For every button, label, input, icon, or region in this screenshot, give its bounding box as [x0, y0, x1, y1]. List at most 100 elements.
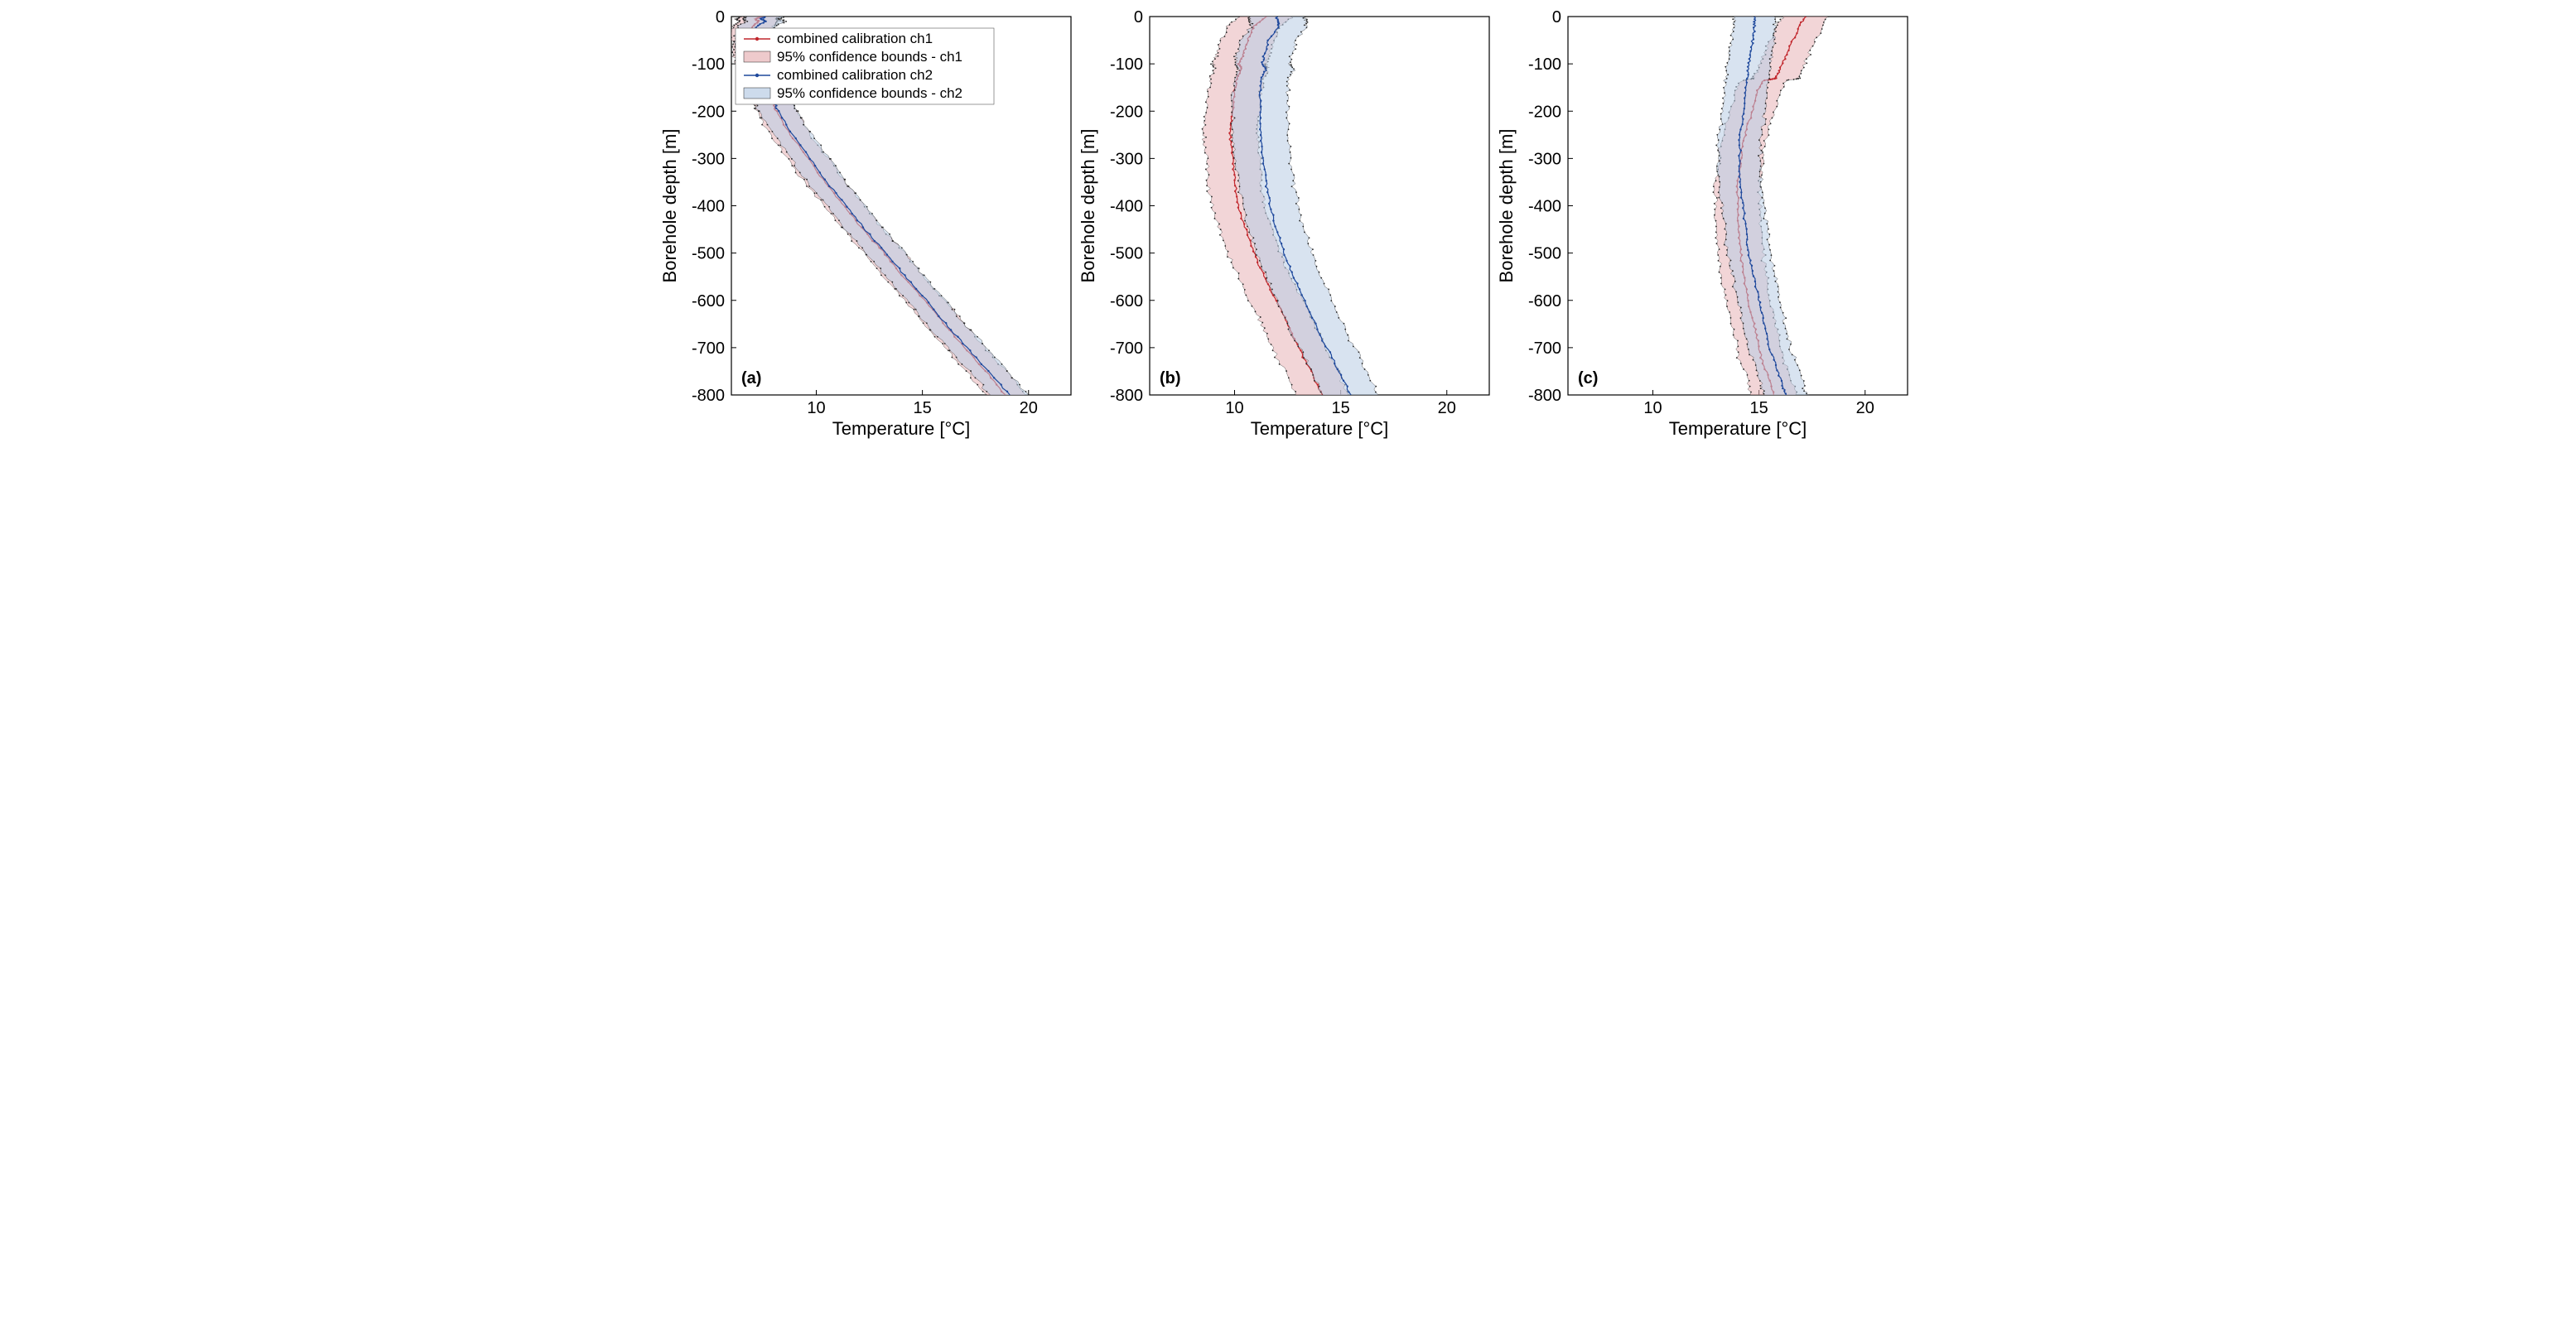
center-marker: [1774, 364, 1776, 366]
band-edge-marker: [1206, 190, 1208, 192]
band-edge-marker: [1305, 20, 1307, 22]
center-marker: [1275, 17, 1276, 19]
band-edge-marker: [1803, 390, 1805, 392]
band-edge-marker: [736, 19, 737, 21]
band-edge-marker: [1312, 254, 1314, 256]
band-edge-marker: [761, 124, 763, 126]
band-edge-marker: [1233, 81, 1235, 83]
band-edge-marker: [1212, 65, 1213, 66]
center-marker: [789, 131, 790, 132]
center-marker: [1776, 369, 1778, 371]
ytick-label: 0: [715, 8, 724, 26]
band-edge-marker: [1204, 124, 1206, 126]
band-edge-marker: [1312, 374, 1314, 376]
band-edge-marker: [1735, 357, 1737, 359]
band-edge-marker: [880, 274, 882, 276]
band-edge-marker: [1319, 392, 1321, 393]
band-edge-marker: [1713, 203, 1715, 205]
band-edge-marker: [1773, 112, 1774, 113]
center-marker: [1790, 41, 1792, 42]
ytick-label: -200: [1527, 103, 1561, 121]
band-edge-marker: [1312, 248, 1314, 250]
band-edge-marker: [1716, 166, 1718, 167]
band-edge-marker: [740, 23, 741, 25]
band-edge-marker: [894, 288, 895, 290]
band-edge-marker: [982, 343, 983, 344]
band-edge-marker: [1777, 22, 1778, 23]
center-marker: [1266, 191, 1268, 193]
band-edge-marker: [1290, 384, 1292, 386]
band-edge-marker: [1218, 224, 1220, 225]
band-edge-marker: [842, 227, 843, 229]
band-edge-marker: [1285, 112, 1286, 113]
band-edge-marker: [828, 206, 830, 208]
center-marker: [1778, 374, 1779, 376]
band-edge-marker: [778, 18, 779, 20]
panel-c: 1015200-100-200-300-400-500-600-700-800T…: [1498, 8, 1916, 443]
band-edge-marker: [1821, 28, 1822, 30]
band-edge-marker: [913, 309, 914, 310]
band-edge-marker: [1214, 67, 1216, 69]
center-marker: [1348, 391, 1349, 392]
center-marker: [1274, 225, 1276, 227]
band-edge-marker: [1201, 128, 1203, 130]
center-marker: [1259, 134, 1261, 136]
ytick-label: -600: [1109, 292, 1142, 310]
ytick-label: -200: [1109, 103, 1142, 121]
center-marker: [1261, 55, 1263, 57]
center-marker: [1250, 245, 1252, 247]
band-edge-marker: [1722, 218, 1724, 219]
center-marker: [1233, 185, 1235, 186]
band-edge-marker: [1290, 65, 1292, 67]
center-marker: [880, 247, 881, 248]
band-edge-marker: [1805, 58, 1807, 60]
band-edge-marker: [795, 110, 797, 112]
band-edge-marker: [1218, 48, 1220, 50]
center-marker: [1232, 168, 1233, 170]
band-edge-marker: [1323, 283, 1324, 285]
band-edge-marker: [922, 322, 924, 324]
band-edge-marker: [1718, 197, 1720, 199]
center-marker: [1745, 81, 1747, 83]
band-edge-marker: [1799, 78, 1801, 79]
band-edge-marker: [1719, 160, 1720, 161]
band-edge-marker: [1231, 106, 1233, 108]
band-edge-marker: [1304, 232, 1305, 233]
center-marker: [1230, 137, 1232, 138]
band-edge-marker: [1205, 180, 1207, 181]
center-marker: [759, 23, 760, 25]
band-edge-marker: [1774, 281, 1776, 282]
band-edge-marker: [1233, 85, 1235, 87]
band-edge-marker: [1206, 185, 1208, 186]
band-edge-marker: [813, 192, 815, 194]
band-edge-marker: [1766, 223, 1768, 224]
band-edge-marker: [858, 247, 860, 248]
band-edge-marker: [1315, 266, 1317, 267]
center-marker: [1259, 117, 1261, 118]
center-marker: [1784, 58, 1786, 60]
xlabel: Temperature [°C]: [1250, 418, 1388, 439]
center-marker: [1784, 392, 1786, 394]
band-edge-marker: [766, 124, 768, 126]
band-edge-marker: [1205, 137, 1207, 138]
band-edge-marker: [1288, 163, 1290, 165]
band-edge-marker: [1315, 260, 1316, 262]
center-marker: [962, 343, 963, 344]
center-marker: [1252, 250, 1253, 252]
center-marker: [1744, 87, 1746, 89]
chart-c: 1015200-100-200-300-400-500-600-700-800T…: [1498, 8, 1916, 443]
band-edge-marker: [1737, 340, 1739, 342]
ytick-label: -600: [691, 292, 724, 310]
band-edge-marker: [843, 179, 845, 181]
band-edge-marker: [754, 105, 755, 107]
legend-band-swatch: [744, 88, 770, 99]
band-edge-marker: [1785, 317, 1787, 319]
center-marker: [1747, 249, 1749, 251]
band-edge-marker: [1290, 169, 1292, 171]
center-marker: [1000, 383, 1001, 385]
band-edge-marker: [794, 108, 795, 109]
band-edge-marker: [1247, 226, 1248, 228]
center-marker: [861, 226, 863, 228]
band-edge-marker: [1718, 176, 1720, 177]
band-edge-marker: [1718, 186, 1720, 188]
